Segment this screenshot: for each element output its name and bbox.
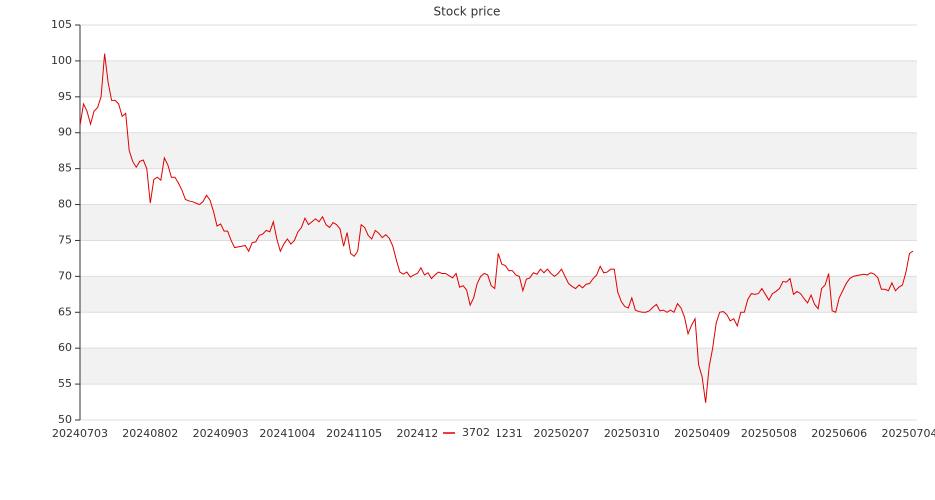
x-tick-label: 20250704: [881, 427, 935, 440]
y-tick-label: 60: [58, 341, 72, 354]
y-tick-label: 105: [51, 18, 72, 31]
grid-band: [80, 348, 917, 385]
grid-band: [80, 276, 917, 313]
legend-box: [437, 424, 497, 442]
x-tick-label: 20250606: [811, 427, 867, 440]
y-tick-label: 75: [58, 233, 72, 246]
y-tick-label: 80: [58, 198, 72, 211]
y-tick-label: 65: [58, 305, 72, 318]
legend: 3702: [437, 424, 497, 442]
y-tick-label: 50: [58, 413, 72, 426]
y-tick-label: 90: [58, 126, 72, 139]
legend-label: 3702: [462, 426, 490, 439]
grid-band: [80, 204, 917, 241]
x-tick-label: 20250207: [534, 427, 590, 440]
y-tick-label: 70: [58, 269, 72, 282]
y-tick-label: 85: [58, 162, 72, 175]
x-tick-label: 20250508: [741, 427, 797, 440]
grid-band: [80, 60, 917, 97]
grid-band: [80, 132, 917, 169]
x-tick-label: 20240903: [193, 427, 249, 440]
chart-title: Stock price: [434, 5, 501, 19]
line: [79, 53, 914, 403]
x-tick-label: 20240802: [122, 427, 178, 440]
y-tick-label: 100: [51, 54, 72, 67]
x-tick-label: 20250409: [674, 427, 730, 440]
y-tick-label: 95: [58, 90, 72, 103]
x-tick-label: 20241004: [259, 427, 315, 440]
x-tick-label: 20250310: [604, 427, 660, 440]
x-tick-label: 20240703: [52, 427, 108, 440]
y-tick-label: 55: [58, 377, 72, 390]
x-tick-label: 20241105: [326, 427, 382, 440]
